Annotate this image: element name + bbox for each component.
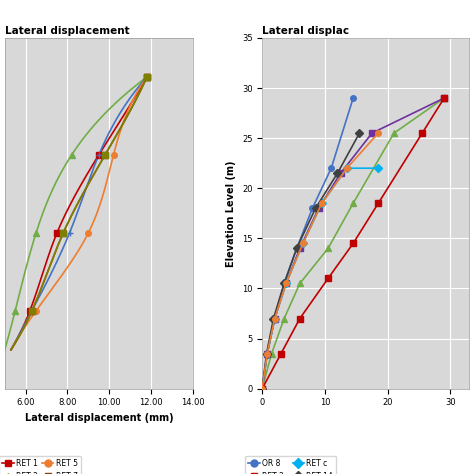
- Text: Lateral displac: Lateral displac: [262, 26, 349, 36]
- Y-axis label: Elevation Level (m): Elevation Level (m): [226, 160, 236, 266]
- Legend: RET 1, RET 2, RET 4, RET 5, RET 7, RET 8: RET 1, RET 2, RET 4, RET 5, RET 7, RET 8: [0, 456, 81, 474]
- Legend: OR 8, RET 2, RET 11, RET c, RET 14, RET 7: OR 8, RET 2, RET 11, RET c, RET 14, RET …: [245, 456, 336, 474]
- X-axis label: Lateral displacement (mm): Lateral displacement (mm): [25, 413, 173, 423]
- Text: Lateral displacement: Lateral displacement: [5, 26, 129, 36]
